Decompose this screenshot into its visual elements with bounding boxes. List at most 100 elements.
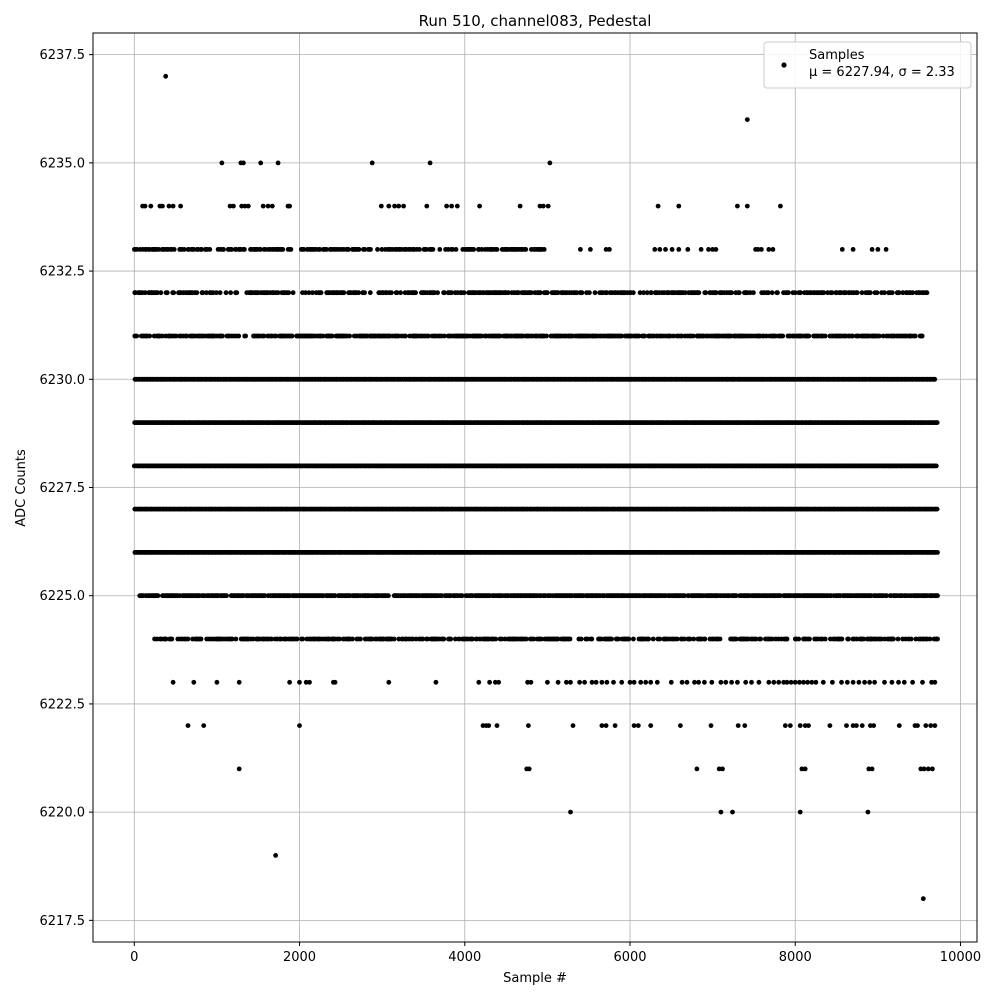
data-point <box>229 247 234 252</box>
data-point <box>453 247 459 252</box>
data-point <box>780 333 786 339</box>
data-point <box>649 290 654 296</box>
data-point <box>869 247 875 252</box>
data-point <box>506 290 511 296</box>
data-point <box>236 333 242 339</box>
data-point <box>368 247 373 252</box>
data-point <box>538 290 543 296</box>
data-point <box>497 333 503 339</box>
data-point <box>435 290 440 296</box>
data-point <box>170 203 176 209</box>
data-point <box>379 247 385 252</box>
data-point <box>637 290 643 296</box>
data-point <box>671 333 676 339</box>
data-point <box>676 247 682 252</box>
data-point <box>555 290 561 296</box>
data-point <box>547 160 553 166</box>
data-point <box>181 247 187 252</box>
data-point <box>850 247 856 252</box>
data-point <box>786 290 791 296</box>
data-point <box>710 247 715 252</box>
data-point <box>574 290 580 296</box>
data-point <box>528 290 534 296</box>
data-point <box>214 290 219 296</box>
data-point <box>896 290 902 296</box>
data-point <box>821 290 827 296</box>
data-point <box>261 333 267 339</box>
data-point <box>641 290 646 296</box>
data-point <box>160 203 165 209</box>
data-point <box>792 290 798 296</box>
data-point <box>729 290 734 296</box>
data-point <box>883 247 889 252</box>
data-point <box>933 463 939 469</box>
data-point <box>912 333 918 339</box>
data-point <box>269 203 275 209</box>
data-point <box>679 333 685 339</box>
data-point <box>219 160 225 166</box>
data-point <box>142 290 148 296</box>
data-point <box>245 203 251 209</box>
data-point <box>158 290 164 296</box>
data-point <box>320 333 326 339</box>
data-point <box>362 247 368 252</box>
data-point <box>544 333 549 339</box>
data-point <box>437 247 443 252</box>
data-point <box>655 203 661 209</box>
data-point <box>461 290 467 296</box>
data-point <box>134 333 140 339</box>
data-point <box>171 247 177 252</box>
data-point <box>369 160 375 166</box>
data-point <box>850 333 855 339</box>
data-point <box>736 290 742 296</box>
data-point <box>755 247 761 252</box>
data-point <box>579 290 585 296</box>
data-point <box>413 290 418 296</box>
data-point <box>751 290 756 296</box>
data-point <box>696 290 702 296</box>
data-point <box>471 247 477 252</box>
data-point <box>199 247 205 252</box>
data-point <box>258 247 263 252</box>
data-point <box>604 290 610 296</box>
data-point <box>769 290 775 296</box>
data-point <box>517 203 523 209</box>
data-point <box>356 247 362 252</box>
data-point <box>876 333 882 339</box>
data-point <box>541 247 547 252</box>
data-point <box>329 333 335 339</box>
data-point <box>224 593 229 599</box>
data-point <box>770 247 776 252</box>
data-point <box>171 290 177 296</box>
data-point <box>223 290 229 296</box>
data-point <box>934 420 940 425</box>
data-point <box>494 247 500 252</box>
data-point <box>389 290 394 296</box>
data-point <box>806 333 812 339</box>
data-point <box>265 203 271 209</box>
data-point <box>744 117 750 122</box>
data-point <box>306 290 312 296</box>
data-point <box>919 333 925 339</box>
data-point <box>477 203 482 209</box>
data-point <box>241 160 246 166</box>
data-point <box>260 203 266 209</box>
data-point <box>164 290 170 296</box>
data-point <box>690 333 696 339</box>
data-point <box>289 333 295 339</box>
data-point <box>652 247 658 252</box>
data-point <box>669 247 675 252</box>
data-point <box>378 203 384 209</box>
data-point <box>200 290 206 296</box>
data-point <box>578 247 583 252</box>
data-point <box>537 203 543 209</box>
data-point <box>642 333 647 339</box>
data-point <box>148 203 154 209</box>
data-point <box>868 290 873 296</box>
data-point <box>523 247 529 252</box>
data-point <box>392 203 397 209</box>
data-point <box>194 290 200 296</box>
data-point <box>698 247 704 252</box>
data-point <box>227 203 233 209</box>
